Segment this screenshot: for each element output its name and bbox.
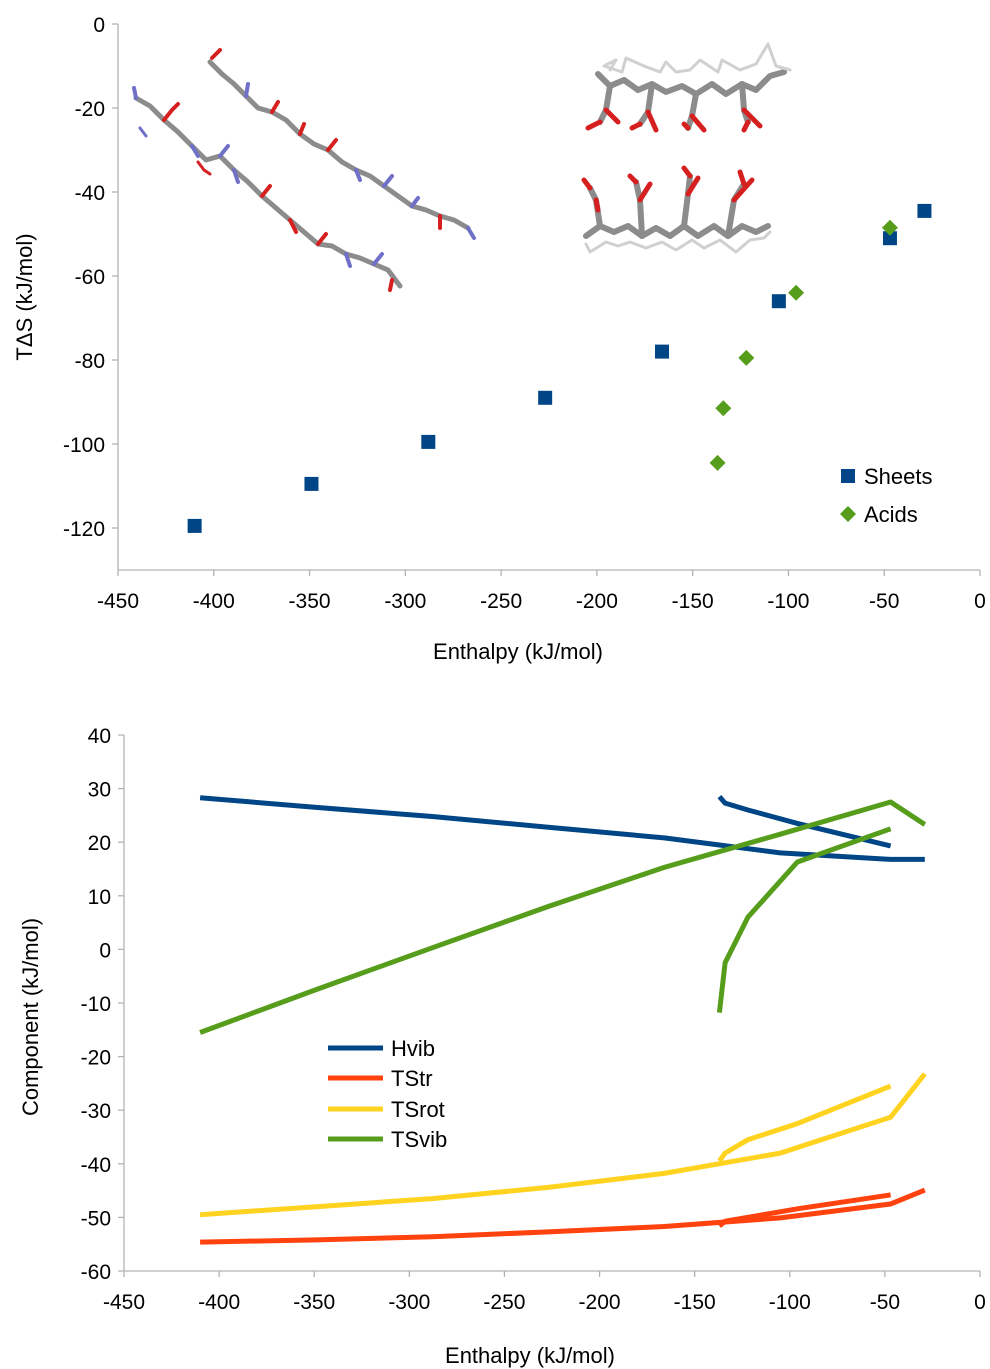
chart2-x-tick-label: -100 xyxy=(769,1291,811,1314)
chart2-y-axis-title: Component (kJ/mol) xyxy=(18,918,43,1116)
beta-sheet-molecule-image xyxy=(132,48,476,292)
chart2-x-tick-label: -300 xyxy=(388,1291,430,1314)
hvib-line-acids xyxy=(717,794,892,849)
legend-tsrot-label: TSrot xyxy=(391,1097,445,1122)
chart2-y-tick-label: -60 xyxy=(81,1261,111,1284)
chart2-y-tick-label: 10 xyxy=(88,886,111,909)
chart2-x-tick-label: -200 xyxy=(579,1291,621,1314)
acids-point xyxy=(715,400,732,417)
chart2-y-tick-label: -10 xyxy=(81,993,111,1016)
chart1-x-tick-label: -400 xyxy=(193,590,235,613)
chart1-y-tick-label: -60 xyxy=(75,266,105,289)
chart2-y-tick-label: 40 xyxy=(88,725,111,748)
legend-acids-marker xyxy=(840,506,856,522)
acids-point xyxy=(738,349,755,366)
tsvib-line-sheets xyxy=(199,799,927,1035)
legend-sheets-marker xyxy=(841,469,855,483)
tstr-line-acids xyxy=(717,1192,891,1228)
sheets-point xyxy=(538,390,553,405)
chart1-x-tick-label: -100 xyxy=(767,590,809,613)
tstr-line-sheets xyxy=(200,1187,926,1245)
chart1-y-tick-label: -20 xyxy=(75,98,105,121)
chart1-x-ticks: -450 -400 -350 -300 -250 -200 -150 -100 -50 0 xyxy=(97,570,986,613)
chart2-legend: Hvib TStr TSrot TSvib xyxy=(328,1036,447,1152)
chart2-y-tick-label: 0 xyxy=(99,939,111,962)
chart2-y-tick-label: 20 xyxy=(88,832,111,855)
chart1-x-tick-label: 0 xyxy=(974,590,986,613)
legend-acids-label: Acids xyxy=(864,502,918,527)
line-chart: 40 30 20 10 0 -10 -20 -30 -40 -50 -60 -450 -400 -350… xyxy=(18,725,986,1368)
chart1-x-tick-label: -50 xyxy=(869,590,899,613)
chart2-x-tick-label: 0 xyxy=(974,1291,986,1314)
chart2-x-tick-label: -350 xyxy=(293,1291,335,1314)
chart2-x-tick-label: -50 xyxy=(870,1291,900,1314)
chart2-x-tick-label: -400 xyxy=(198,1291,240,1314)
chart1-y-tick-label: -40 xyxy=(75,182,105,205)
chart2-x-axis-title: Enthalpy (kJ/mol) xyxy=(445,1343,615,1368)
chart1-y-ticks: 0 -20 -40 -60 -80 -100 -120 xyxy=(63,14,118,541)
chart1-y-tick-label: 0 xyxy=(93,14,105,37)
sheets-point xyxy=(882,231,897,246)
chart2-y-tick-label: -40 xyxy=(81,1154,111,1177)
chart1-points xyxy=(187,203,932,533)
chart1-x-tick-label: -350 xyxy=(289,590,331,613)
acids-point xyxy=(788,284,805,301)
chart1-x-axis-title: Enthalpy (kJ/mol) xyxy=(433,639,603,664)
sheets-point xyxy=(304,476,319,491)
chart1-y-axis-title: TΔS (kJ/mol) xyxy=(12,233,37,360)
chart2-x-tick-label: -150 xyxy=(674,1291,716,1314)
chart1-y-tick-label: -120 xyxy=(63,518,105,541)
legend-hvib-label: Hvib xyxy=(391,1036,435,1061)
legend-tstr-label: TStr xyxy=(391,1066,433,1091)
sheets-point xyxy=(917,203,932,218)
acid-layers-molecule-image xyxy=(581,42,792,254)
chart1-x-tick-label: -150 xyxy=(672,590,714,613)
sheets-point xyxy=(771,294,786,309)
sheets-point xyxy=(421,434,436,449)
chart2-y-tick-label: -30 xyxy=(81,1100,111,1123)
chart2-y-ticks: 40 30 20 10 0 -10 -20 -30 -40 -50 -60 xyxy=(81,725,124,1284)
acids-point xyxy=(881,219,898,236)
chart2-x-tick-label: -450 xyxy=(103,1291,145,1314)
hvib-line-sheets xyxy=(199,795,925,862)
tsrot-line-acids xyxy=(717,1083,892,1163)
legend-tsvib-label: TSvib xyxy=(391,1127,447,1152)
chart2-y-tick-label: 30 xyxy=(88,779,111,802)
chart1-y-tick-label: -100 xyxy=(63,434,105,457)
chart1-x-tick-label: -300 xyxy=(384,590,426,613)
legend-sheets-label: Sheets xyxy=(864,464,933,489)
chart1-x-tick-label: -450 xyxy=(97,590,139,613)
acids-point xyxy=(709,454,726,471)
chart2-x-ticks: -450 -400 -350 -300 -250 -200 -150 -100 -50 0 xyxy=(103,1271,986,1314)
tsvib-line-acids xyxy=(716,826,892,1013)
chart2-y-tick-label: -50 xyxy=(81,1207,111,1230)
chart1-legend: Sheets Acids xyxy=(840,464,933,527)
chart2-y-tick-label: -20 xyxy=(81,1047,111,1070)
tsrot-line-sheets xyxy=(199,1072,927,1218)
chart1-x-tick-label: -200 xyxy=(576,590,618,613)
chart2-x-tick-label: -250 xyxy=(483,1291,525,1314)
sheets-point xyxy=(187,518,202,533)
chart1-x-tick-label: -250 xyxy=(480,590,522,613)
scatter-chart: 0 -20 -40 -60 -80 -100 -120 -450 -400 -350 -300 -2… xyxy=(12,14,986,664)
chart2-lines xyxy=(199,794,927,1245)
chart1-y-tick-label: -80 xyxy=(75,350,105,373)
sheets-point xyxy=(655,344,670,359)
